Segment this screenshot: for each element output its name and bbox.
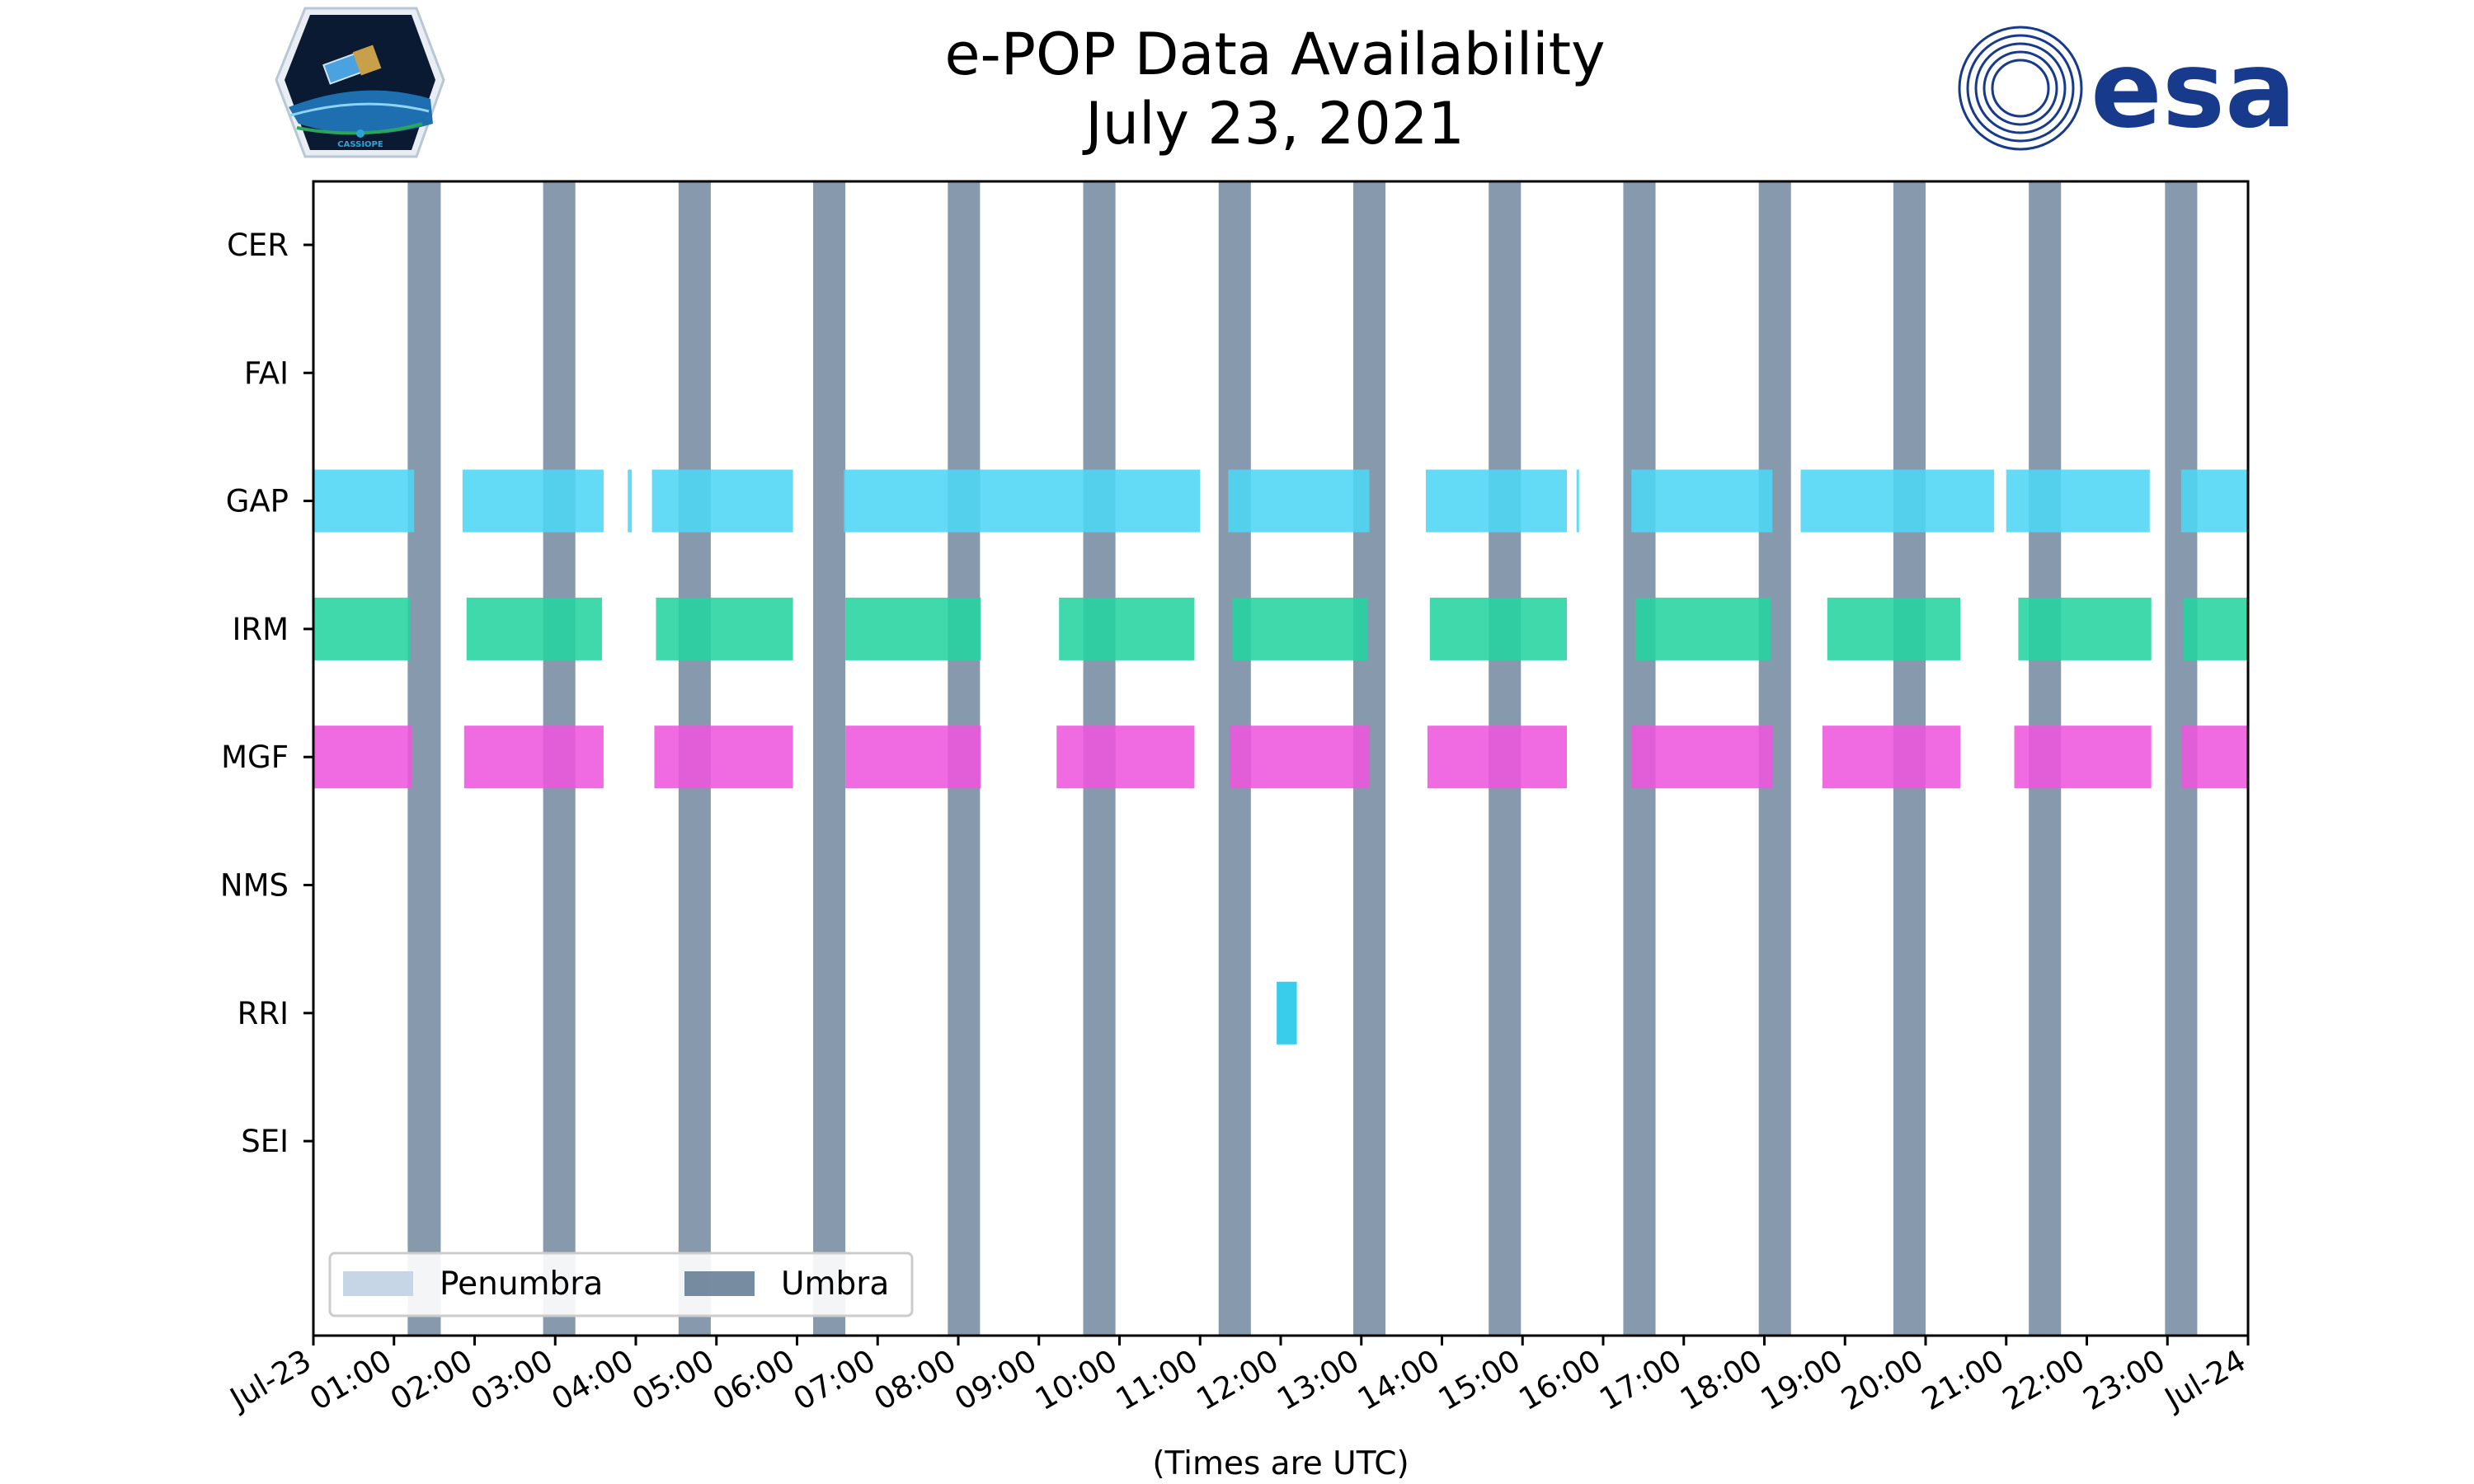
y-tick-label-cer: CER [227, 228, 289, 263]
bar-gap-4 [844, 469, 1201, 533]
bar-mgf-8 [1822, 726, 1961, 789]
x-tick-label-7: 07:00 [788, 1343, 882, 1418]
bar-irm-4 [1059, 597, 1195, 660]
bar-gap-9 [1800, 469, 1995, 533]
x-tick-label-17: 17:00 [1593, 1343, 1687, 1418]
y-axis: CER FAI GAP IRM MGF NMS RRI SEI [220, 228, 313, 1159]
x-axis: Jul-2301:0002:0003:0004:0005:0006:0007:0… [223, 1336, 2252, 1418]
umbra-bands [407, 181, 2198, 1336]
esa-logo-text: esa [2091, 29, 2296, 152]
bar-irm-1 [466, 597, 602, 660]
x-tick-label-5: 05:00 [626, 1343, 720, 1418]
x-tick-label-0: Jul-23 [223, 1343, 317, 1418]
bar-irm-7 [1635, 597, 1771, 660]
y-tick-label-irm: IRM [232, 612, 289, 647]
cassiope-caption: CASSIOPE [337, 140, 383, 149]
x-tick-label-22: 22:00 [1997, 1343, 2091, 1418]
bar-gap-10 [2006, 469, 2150, 533]
legend: Penumbra Umbra [328, 1252, 914, 1317]
x-tick-label-3: 03:00 [465, 1343, 559, 1418]
bar-mgf-9 [2014, 726, 2152, 789]
bar-irm-10 [2183, 597, 2248, 660]
x-tick-label-16: 16:00 [1513, 1343, 1607, 1418]
cassiope-logo: CASSIOPE [275, 7, 445, 158]
bar-irm-6 [1429, 597, 1568, 660]
y-tick-label-rri: RRI [238, 996, 289, 1031]
x-tick-label-11: 11:00 [1110, 1343, 1204, 1418]
y-tick-label-mgf: MGF [221, 740, 289, 775]
x-tick-label-21: 21:00 [1916, 1343, 2010, 1418]
bar-irm-3 [845, 597, 981, 660]
bar-irm-9 [2018, 597, 2152, 660]
data-series [313, 469, 2248, 1045]
x-tick-label-12: 12:00 [1191, 1343, 1285, 1418]
bar-gap-8 [1631, 469, 1773, 533]
bar-gap-7 [1576, 469, 1579, 533]
y-tick-label-sei: SEI [241, 1124, 289, 1159]
bar-irm-0 [313, 597, 411, 660]
y-tick-label-nms: NMS [220, 868, 289, 904]
bar-gap-0 [313, 469, 415, 533]
bar-gap-5 [1228, 469, 1370, 533]
esa-logo: esa [1958, 26, 2296, 152]
bar-gap-1 [462, 469, 604, 533]
legend-label-penumbra: Penumbra [440, 1266, 603, 1303]
bar-irm-2 [656, 597, 793, 660]
legend-swatch-umbra [684, 1271, 755, 1296]
bar-mgf-3 [845, 726, 981, 789]
bar-mgf-10 [2180, 726, 2248, 789]
x-tick-label-8: 08:00 [868, 1343, 962, 1418]
bar-mgf-4 [1056, 726, 1195, 789]
x-tick-label-18: 18:00 [1674, 1343, 1768, 1418]
bar-mgf-7 [1631, 726, 1773, 789]
bar-mgf-2 [654, 726, 793, 789]
bar-mgf-6 [1427, 726, 1568, 789]
y-tick-label-gap: GAP [226, 484, 289, 519]
bar-gap-11 [2180, 469, 2248, 533]
bar-mgf-0 [313, 726, 412, 789]
bar-rri-0 [1277, 981, 1297, 1045]
legend-label-umbra: Umbra [781, 1266, 889, 1303]
x-axis-label: (Times are UTC) [1152, 1445, 1409, 1482]
x-tick-label-10: 10:00 [1029, 1343, 1123, 1418]
bar-gap-2 [628, 469, 633, 533]
x-tick-label-15: 15:00 [1432, 1343, 1526, 1418]
x-tick-label-2: 02:00 [384, 1343, 478, 1418]
bar-mgf-1 [463, 726, 604, 789]
x-tick-label-6: 06:00 [707, 1343, 801, 1418]
bar-irm-5 [1232, 597, 1368, 660]
x-tick-label-23: 23:00 [2077, 1343, 2171, 1418]
chart-subtitle: July 23, 2021 [1082, 90, 1465, 157]
legend-box [328, 1252, 914, 1317]
x-tick-label-1: 01:00 [303, 1343, 397, 1418]
umbra-band-3 [813, 181, 846, 1336]
y-tick-label-fai: FAI [244, 355, 289, 391]
x-tick-label-24: Jul-24 [2157, 1343, 2251, 1418]
x-tick-label-14: 14:00 [1352, 1343, 1446, 1418]
bar-gap-3 [651, 469, 793, 533]
chart-title: e-POP Data Availability [944, 21, 1605, 88]
x-tick-label-19: 19:00 [1755, 1343, 1849, 1418]
legend-swatch-penumbra [343, 1271, 413, 1296]
bar-gap-6 [1425, 469, 1568, 533]
bar-irm-8 [1827, 597, 1961, 660]
x-tick-label-20: 20:00 [1836, 1343, 1930, 1418]
x-tick-label-9: 09:00 [948, 1343, 1042, 1418]
umbra-band-0 [407, 181, 441, 1336]
x-tick-label-4: 04:00 [546, 1343, 640, 1418]
x-tick-label-13: 13:00 [1271, 1343, 1365, 1418]
bar-mgf-5 [1230, 726, 1370, 789]
